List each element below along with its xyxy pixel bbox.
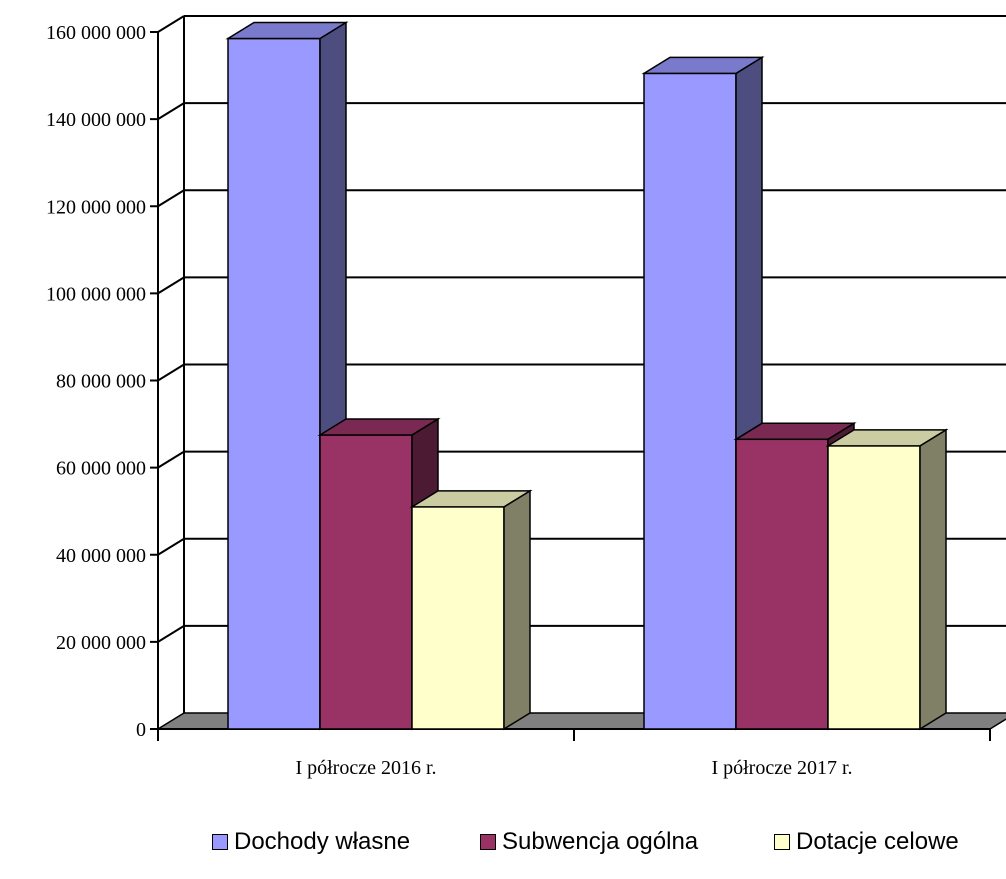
legend-label-dochody: Dochody własne	[234, 828, 411, 855]
bar-side	[919, 428, 947, 731]
gridline-side	[157, 276, 185, 295]
bar-top	[733, 422, 857, 441]
y-tick-label: 160 000 000	[46, 22, 146, 44]
y-tick-label: 100 000 000	[46, 283, 146, 305]
legend-swatch-dotacje	[774, 834, 790, 850]
gridline-side	[157, 625, 185, 643]
x-tick-label: I półrocze 2017 r.	[711, 757, 852, 779]
y-tick-label: 140 000 000	[46, 109, 146, 131]
bar-front	[827, 445, 921, 730]
bar-front	[735, 438, 829, 730]
legend-item-dotacje: Dotacje celowe	[774, 828, 959, 856]
gridline-side	[157, 102, 185, 120]
bar-front	[227, 37, 321, 730]
bar-top	[317, 418, 441, 436]
gridline-side	[157, 450, 185, 469]
bar-front	[319, 434, 413, 730]
y-tick-label: 120 000 000	[46, 196, 146, 218]
gridline-side	[157, 189, 185, 208]
legend-item-subwencja: Subwencja ogólna	[480, 828, 698, 856]
legend-swatch-subwencja	[480, 834, 496, 850]
legend: Dochody własne Subwencja ogólna Dotacje …	[0, 828, 1006, 868]
bar-front	[411, 506, 505, 730]
y-tick-label: 40 000 000	[56, 545, 146, 567]
gridline-side	[157, 537, 185, 556]
bar-top	[409, 490, 533, 508]
gridline-side	[157, 363, 185, 382]
legend-label-subwencja: Subwencja ogólna	[502, 828, 699, 855]
bar-side	[503, 489, 531, 731]
bar-top	[641, 56, 765, 75]
gridline-side	[157, 15, 185, 33]
y-tick-label: 20 000 000	[56, 632, 146, 654]
legend-swatch-dochody	[212, 834, 228, 850]
y-tick-label: 60 000 000	[56, 458, 146, 480]
bar-front	[643, 72, 737, 730]
x-tick-label: I półrocze 2016 r.	[295, 757, 436, 779]
legend-item-dochody: Dochody własne	[212, 828, 410, 856]
legend-label-dotacje: Dotacje celowe	[796, 828, 959, 855]
y-tick-label: 80 000 000	[56, 371, 146, 393]
bar-top	[825, 429, 949, 447]
bar-top	[225, 21, 349, 40]
y-tick-label: 0	[136, 719, 146, 741]
